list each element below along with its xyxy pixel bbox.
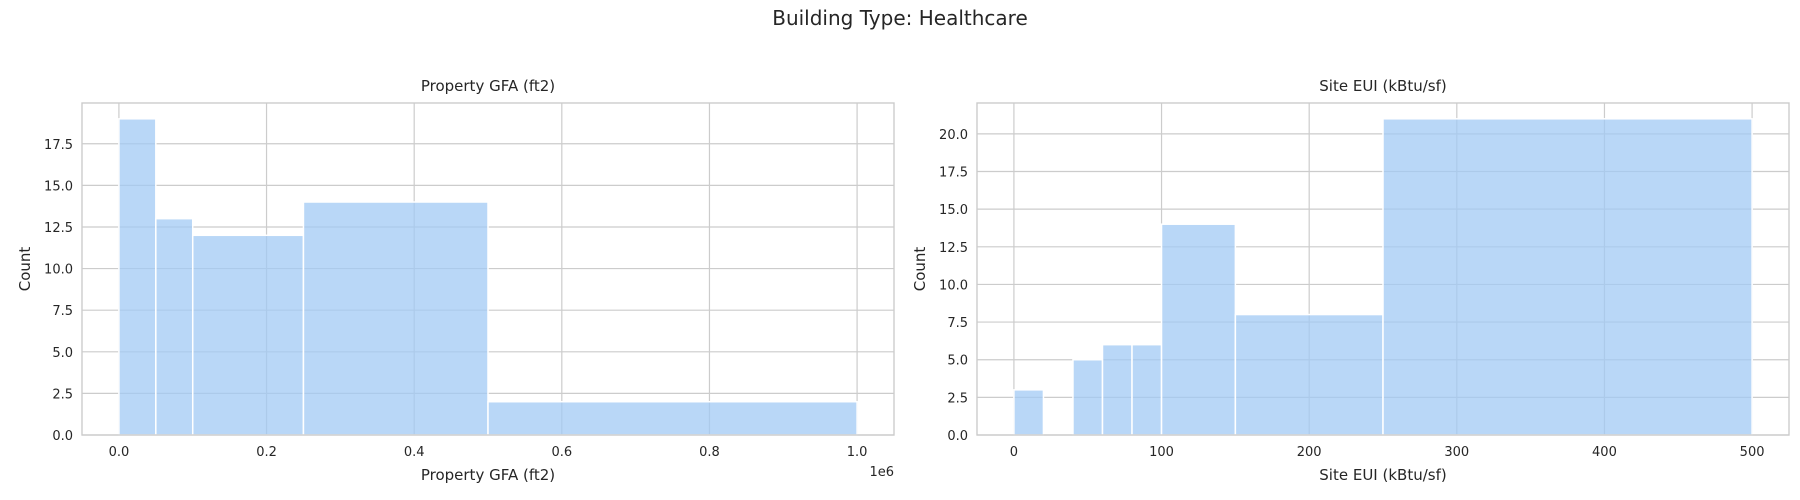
chart2-x-tick-label: 300 — [1444, 445, 1469, 460]
chart2-bar — [1234, 313, 1384, 436]
chart2-y-tick-label: 2.5 — [947, 391, 968, 406]
chart2-y-tick-label: 20.0 — [939, 128, 968, 143]
chart1-y-tick-label: 2.5 — [52, 387, 73, 402]
chart2-x-axis-label: Site EUI (kBtu/sf) — [1319, 466, 1446, 484]
chart1-bar — [487, 400, 858, 436]
figure-title: Building Type: Healthcare — [772, 6, 1028, 30]
chart2-x-tick-label: 100 — [1149, 445, 1174, 460]
chart2-bar — [1101, 343, 1133, 436]
chart2-x-tick-label: 400 — [1592, 445, 1617, 460]
chart2-x-tick-label: 200 — [1297, 445, 1322, 460]
chart1-y-tick-label: 10.0 — [44, 263, 73, 278]
chart2-axes-frame — [976, 102, 1790, 436]
chart2-bar — [1013, 389, 1045, 436]
chart1-x-tick-label: 1.0 — [847, 445, 868, 460]
chart1-y-tick-label: 12.5 — [44, 221, 73, 236]
chart1-y-tick-label: 0.0 — [52, 429, 73, 444]
chart1-x-axis-label: Property GFA (ft2) — [421, 466, 555, 484]
chart1-x-offset-text: 1e6 — [869, 465, 894, 480]
chart1-axes-frame — [81, 102, 895, 436]
chart1-y-tick-label: 17.5 — [44, 138, 73, 153]
chart2-y-tick-label: 0.0 — [947, 429, 968, 444]
chart1-bar — [155, 217, 194, 436]
chart2-bar — [1382, 118, 1753, 436]
chart2-y-tick-label: 7.5 — [947, 316, 968, 331]
chart1-x-tick-label: 0.6 — [551, 445, 572, 460]
chart1-x-tick-label: 0.2 — [256, 445, 277, 460]
chart1-y-tick-label: 7.5 — [52, 304, 73, 319]
chart1-title: Property GFA (ft2) — [421, 77, 555, 95]
chart2-bar — [1131, 343, 1163, 436]
chart1-bar — [191, 234, 305, 436]
chart2-y-tick-label: 10.0 — [939, 278, 968, 293]
chart2-x-tick-label: 0 — [1010, 445, 1018, 460]
chart2-bar — [1072, 358, 1104, 436]
chart2-y-axis-label: Count — [911, 247, 929, 292]
chart1-y-axis-label: Count — [16, 247, 34, 292]
chart2-x-tick-label: 500 — [1740, 445, 1765, 460]
chart1-x-tick-label: 0.0 — [109, 445, 130, 460]
chart2-y-tick-label: 17.5 — [939, 166, 968, 181]
chart2-y-tick-label: 5.0 — [947, 354, 968, 369]
chart1-bar — [118, 118, 157, 436]
chart2-y-tick-label: 12.5 — [939, 241, 968, 256]
chart1-y-tick-label: 5.0 — [52, 346, 73, 361]
chart2-y-tick-label: 15.0 — [939, 203, 968, 218]
chart1-x-tick-label: 0.8 — [699, 445, 720, 460]
chart1-y-tick-label: 15.0 — [44, 179, 73, 194]
chart2-title: Site EUI (kBtu/sf) — [1319, 77, 1446, 95]
chart1-bar — [302, 201, 489, 436]
chart1-x-tick-label: 0.4 — [404, 445, 425, 460]
chart2-bar — [1160, 223, 1237, 436]
